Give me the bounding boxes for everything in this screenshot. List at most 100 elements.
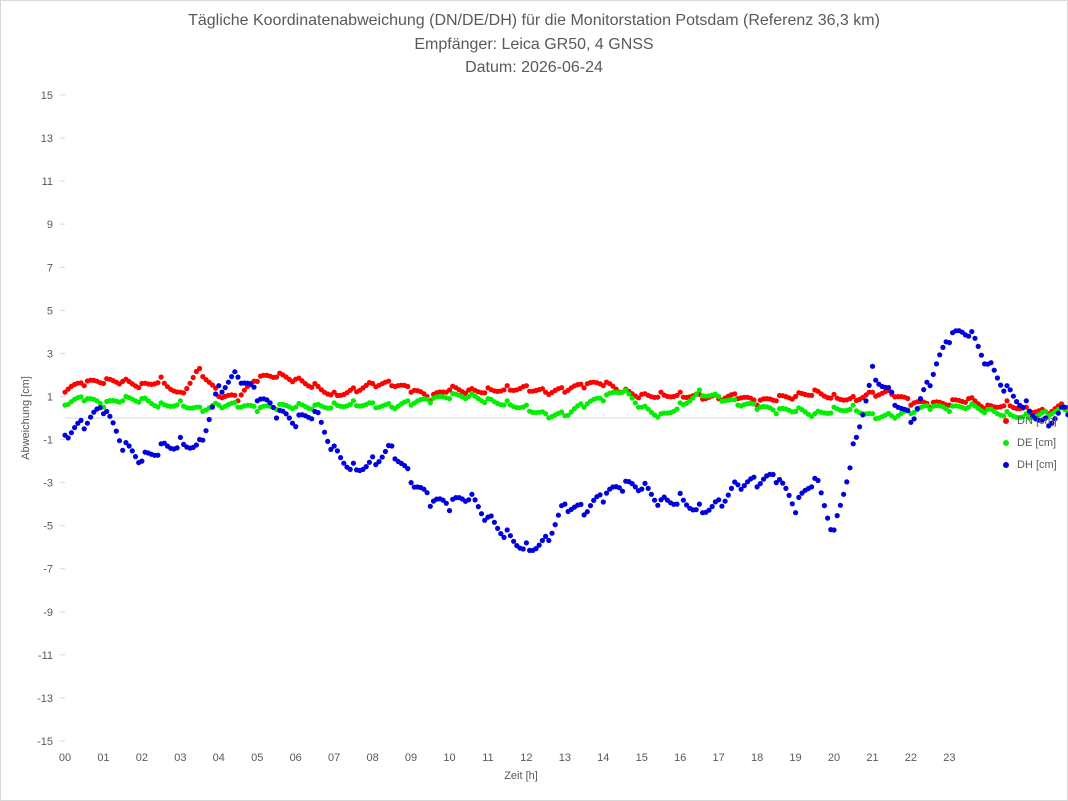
point-dh — [757, 481, 763, 487]
point-de — [446, 396, 453, 402]
y-axis-ticks: 15 13 11 9 7 5 3 1 -1 -3 -5 -7 -9 -11 -13 -15 — [37, 90, 65, 748]
point-dh — [350, 460, 356, 466]
point-dh — [991, 367, 997, 373]
point-de — [251, 403, 257, 409]
point-de — [751, 401, 757, 407]
point-de — [370, 400, 376, 406]
point-de — [674, 406, 680, 412]
point-dh — [68, 430, 74, 436]
point-dh — [1042, 415, 1049, 421]
point-dh — [203, 428, 209, 434]
point-dh — [780, 480, 786, 486]
point-dh — [632, 484, 638, 490]
point-dh — [65, 435, 71, 441]
point-dh — [741, 483, 747, 489]
point-dh — [91, 409, 97, 415]
point-dh — [549, 530, 555, 536]
point-dh — [933, 361, 940, 367]
point-dn — [232, 392, 238, 398]
point-dh — [443, 500, 449, 506]
point-dh — [966, 333, 972, 339]
x-tick-label: 09 — [405, 752, 417, 764]
point-dh — [597, 492, 603, 498]
point-dh — [924, 379, 930, 385]
point-dn — [241, 387, 247, 393]
point-de — [629, 395, 635, 401]
legend-marker-dh — [1003, 462, 1009, 468]
point-dh — [847, 465, 853, 471]
point-dh — [684, 502, 690, 508]
chart-title: Tägliche Koordinatenabweichung (DN/DE/DH… — [188, 12, 880, 29]
x-tick-label: 11 — [482, 752, 493, 764]
point-dh — [940, 344, 946, 350]
point-dh — [389, 443, 395, 449]
y-tick-label: 15 — [41, 90, 53, 102]
x-tick-label: 15 — [636, 752, 648, 764]
point-dh — [309, 416, 315, 422]
point-de — [328, 405, 334, 411]
point-dh — [946, 340, 953, 346]
point-dh — [783, 485, 789, 491]
point-dh — [421, 486, 427, 492]
point-de — [869, 411, 876, 417]
x-tick-label: 23 — [943, 752, 955, 764]
point-de — [600, 398, 606, 404]
point-dh — [796, 494, 802, 500]
point-dh — [1001, 388, 1007, 394]
point-dh — [510, 538, 517, 544]
point-dh — [533, 546, 539, 552]
point-dh — [405, 466, 411, 472]
point-dh — [738, 486, 744, 492]
point-dh — [578, 501, 584, 507]
point-dh — [616, 485, 622, 491]
point-dh — [600, 499, 606, 505]
point-dn — [600, 383, 606, 389]
point-dn — [184, 385, 190, 392]
point-de — [732, 397, 738, 403]
point-dn — [905, 395, 911, 402]
point-dh — [222, 385, 228, 391]
x-tick-label: 12 — [520, 752, 532, 764]
point-dn — [315, 383, 321, 390]
legend-label-dh: DH [cm] — [1017, 459, 1057, 471]
x-tick-label: 04 — [213, 752, 225, 764]
point-dh — [642, 480, 648, 486]
point-dh — [937, 352, 943, 358]
point-dn — [158, 374, 164, 380]
point-dn — [655, 394, 661, 400]
point-dh — [376, 459, 382, 465]
point-dh — [1062, 404, 1068, 410]
point-dh — [1007, 387, 1013, 393]
point-dn — [254, 378, 260, 384]
point-de — [501, 402, 507, 408]
point-de — [559, 409, 565, 415]
point-de — [482, 399, 488, 406]
point-de — [78, 394, 84, 400]
point-dh — [370, 454, 376, 460]
point-dh — [917, 396, 924, 402]
point-dh — [334, 448, 340, 454]
point-de — [793, 408, 799, 415]
point-dh — [885, 385, 892, 391]
legend-marker-dn — [1003, 418, 1009, 424]
point-dh — [927, 383, 933, 389]
point-dh — [495, 525, 501, 532]
point-dh — [1010, 393, 1017, 399]
point-dh — [341, 460, 347, 466]
point-dh — [120, 447, 126, 453]
point-dh — [273, 415, 280, 421]
point-dh — [825, 515, 831, 521]
point-dh — [994, 375, 1001, 381]
point-dh — [722, 498, 728, 504]
point-dh — [116, 438, 123, 444]
x-tick-label: 06 — [290, 752, 302, 764]
point-dh — [921, 387, 927, 393]
point-dh — [139, 458, 145, 464]
point-de — [924, 403, 930, 409]
point-dh — [860, 412, 866, 418]
point-dh — [591, 497, 597, 503]
point-dh — [110, 420, 116, 426]
point-dh — [853, 434, 860, 440]
point-de — [97, 400, 103, 406]
point-dn — [155, 380, 161, 386]
